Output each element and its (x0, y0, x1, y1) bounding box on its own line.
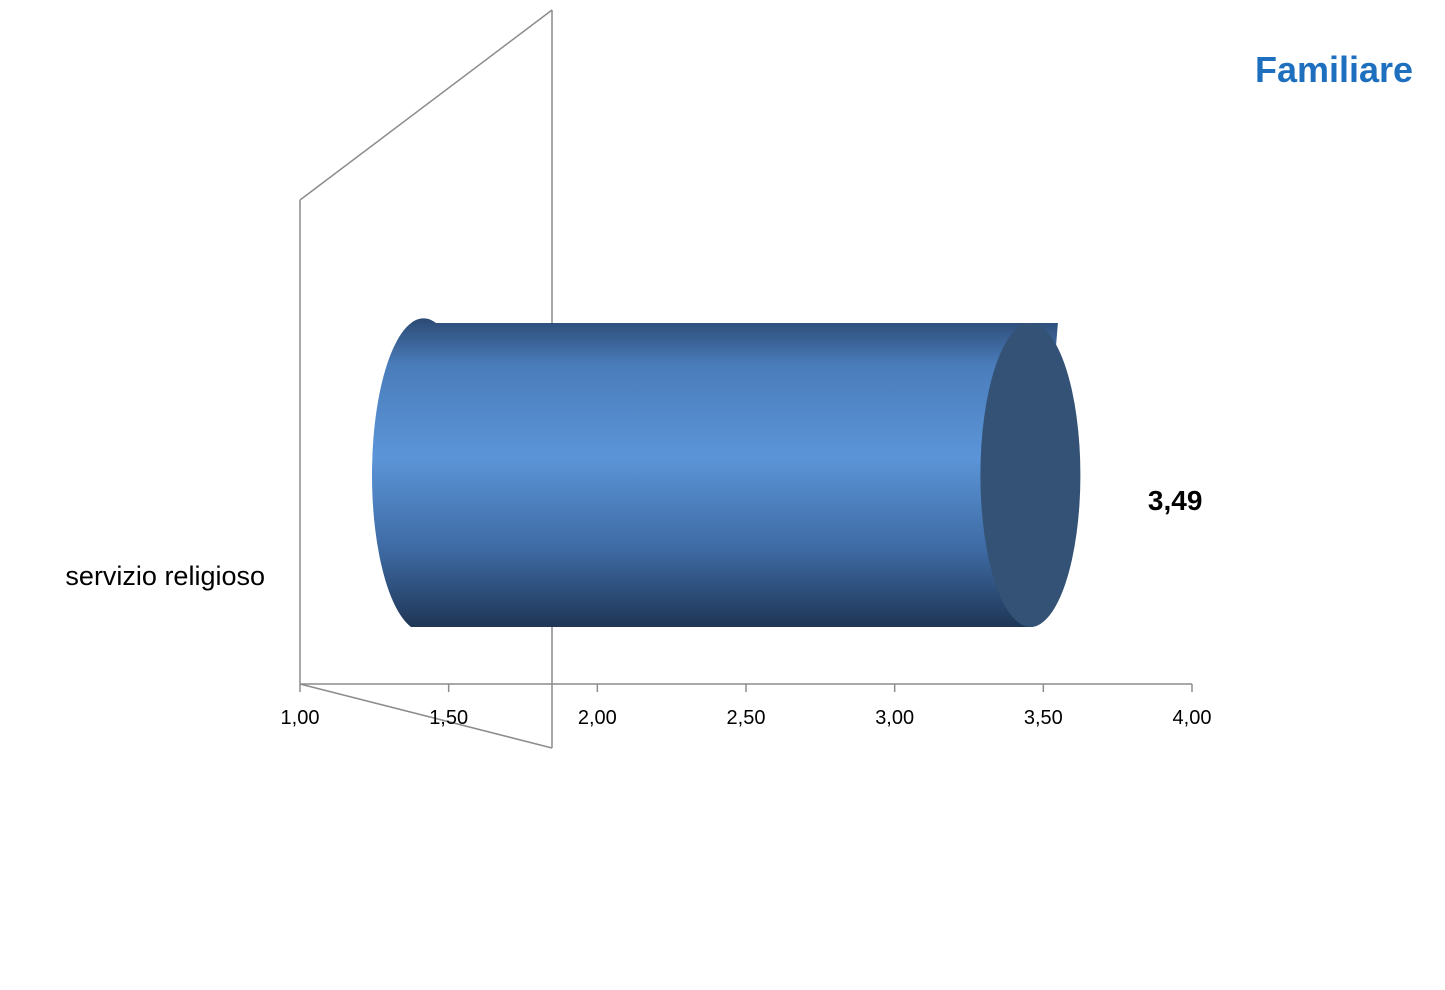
x-tick-label: 2,00 (578, 707, 617, 729)
wall-top-edge (299, 9, 553, 201)
bar-end-cap (980, 323, 1081, 627)
bar-servizio-religioso (371, 318, 1058, 627)
x-tick-label: 2,50 (727, 707, 766, 729)
category-label: servizio religioso (65, 561, 265, 591)
x-tick-label: 1,50 (429, 707, 468, 729)
x-tick-label: 1,00 (281, 707, 320, 729)
chart-title: Familiare (1255, 49, 1413, 90)
data-label: 3,49 (1148, 485, 1203, 516)
x-tick-label: 3,00 (875, 707, 914, 729)
x-tick-label: 4,00 (1173, 707, 1212, 729)
x-tick-label: 3,50 (1024, 707, 1063, 729)
wall-bottom-edge (299, 683, 553, 749)
